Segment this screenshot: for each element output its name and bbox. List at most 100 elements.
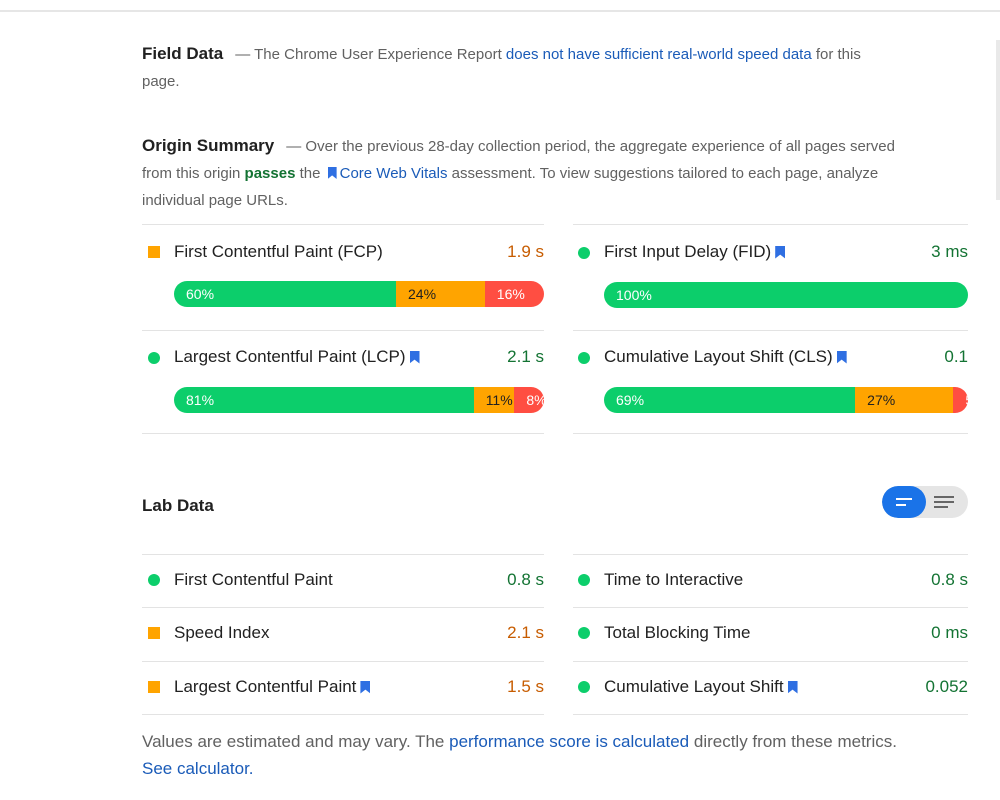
lab-data-title: Lab Data xyxy=(142,496,214,515)
field-data-text: — The Chrome User Experience Report xyxy=(235,46,502,63)
passes-status: passes xyxy=(244,165,296,182)
lab-lcp-label: Largest Contentful Paint xyxy=(174,677,373,697)
lcp-distribution-bar[interactable]: 81% 11% 8% xyxy=(174,387,544,413)
good-circle-icon xyxy=(578,681,590,693)
origin-summary-text-2: the xyxy=(299,165,321,182)
bookmark-icon[interactable] xyxy=(787,680,798,694)
segment-label: 81% xyxy=(186,392,215,408)
segment-label: 11% xyxy=(485,392,513,408)
field-data-section: Field Data — The Chrome User Experience R… xyxy=(142,40,902,95)
metric-label-text: Total Blocking Time xyxy=(604,623,751,642)
lab-cls-value: 0.052 xyxy=(925,677,968,696)
metric-label-text: Largest Contentful Paint (LCP) xyxy=(174,347,406,366)
segment-label: 8% xyxy=(526,392,544,408)
divider xyxy=(142,224,544,225)
lab-lcp-value: 1.5 s xyxy=(507,677,544,696)
good-circle-icon xyxy=(578,627,590,639)
footer-text-2: directly from these metrics. xyxy=(693,732,897,751)
segment-label: 27% xyxy=(867,392,896,408)
metric-label-text: First Input Delay (FID) xyxy=(604,242,772,261)
divider xyxy=(142,330,544,331)
list-view-icon[interactable] xyxy=(926,486,968,518)
metric-cls-value: 0.1 xyxy=(944,347,968,366)
footer-text: Values are estimated and may vary. The xyxy=(142,732,445,751)
lab-cls-label: Cumulative Layout Shift xyxy=(604,677,801,697)
good-segment: 69% xyxy=(604,387,856,413)
origin-summary-text-3: assessment. To view suggestions tailored… xyxy=(142,165,879,209)
good-segment: 100% xyxy=(604,282,968,308)
divider xyxy=(142,607,544,608)
bookmark-icon[interactable] xyxy=(836,350,847,364)
bookmark-icon[interactable] xyxy=(775,245,786,259)
divider xyxy=(142,554,544,555)
good-circle-icon xyxy=(578,247,590,259)
see-calculator-link[interactable]: See calculator. xyxy=(142,759,254,778)
poor-segment: 8% xyxy=(514,387,544,413)
core-web-vitals-link[interactable]: Core Web Vitals xyxy=(339,165,448,182)
poor-segment: 5% xyxy=(953,387,968,413)
origin-summary-section: Origin Summary — Over the previous 28-day… xyxy=(142,132,902,214)
metric-label-text: Cumulative Layout Shift xyxy=(604,677,784,696)
field-data-title: Field Data xyxy=(142,44,224,63)
metric-fid-label: First Input Delay (FID) xyxy=(604,242,788,262)
average-square-icon xyxy=(148,681,160,693)
metric-label-text: Largest Contentful Paint xyxy=(174,677,357,696)
lab-si-label: Speed Index xyxy=(174,623,269,643)
average-square-icon xyxy=(148,246,160,258)
good-circle-icon xyxy=(578,352,590,364)
footer-note: Values are estimated and may vary. The p… xyxy=(142,728,922,782)
lab-tti-value: 0.8 s xyxy=(931,570,968,589)
lab-fcp-value: 0.8 s xyxy=(507,570,544,589)
average-segment: 11% xyxy=(473,387,515,413)
summary-view-icon[interactable] xyxy=(882,486,926,518)
divider xyxy=(573,661,968,662)
metric-lcp-value: 2.1 s xyxy=(507,347,544,366)
bookmark-icon xyxy=(327,167,337,179)
scrollbar-track[interactable] xyxy=(996,40,1000,200)
lab-fcp-label: First Contentful Paint xyxy=(174,570,333,590)
bookmark-icon[interactable] xyxy=(409,350,420,364)
segment-label: 16% xyxy=(496,286,525,302)
view-toggle[interactable] xyxy=(882,486,968,518)
lab-tbt-value: 0 ms xyxy=(931,623,968,642)
origin-summary-title: Origin Summary xyxy=(142,136,275,155)
segment-label: 69% xyxy=(616,392,645,408)
metric-cls-label: Cumulative Layout Shift (CLS) xyxy=(604,347,850,367)
poor-segment: 16% xyxy=(484,281,544,307)
metric-fcp-label: First Contentful Paint (FCP) xyxy=(174,242,383,262)
segment-label: 5% xyxy=(965,392,968,408)
metric-fid-value: 3 ms xyxy=(931,242,968,261)
bookmark-icon[interactable] xyxy=(360,680,371,694)
metric-fcp-value: 1.9 s xyxy=(507,242,544,261)
good-circle-icon xyxy=(578,574,590,586)
fcp-distribution-bar[interactable]: 60% 24% 16% xyxy=(174,281,544,307)
metric-label-text: First Contentful Paint (FCP) xyxy=(174,242,383,261)
performance-score-link[interactable]: performance score is calculated xyxy=(449,732,690,751)
good-circle-icon xyxy=(148,352,160,364)
divider xyxy=(573,714,968,715)
segment-label: 24% xyxy=(408,286,437,302)
good-segment: 81% xyxy=(174,387,474,413)
lab-tbt-label: Total Blocking Time xyxy=(604,623,750,643)
field-data-text-end: for this page. xyxy=(142,46,861,90)
divider xyxy=(573,607,968,608)
average-segment: 24% xyxy=(396,281,485,307)
metric-label-text: Time to Interactive xyxy=(604,570,744,589)
divider xyxy=(573,554,968,555)
good-segment: 60% xyxy=(174,281,396,307)
top-divider xyxy=(0,10,1000,12)
metric-label-text: First Contentful Paint xyxy=(174,570,333,589)
divider xyxy=(142,433,544,434)
good-circle-icon xyxy=(148,574,160,586)
lab-tti-label: Time to Interactive xyxy=(604,570,743,590)
cls-distribution-bar[interactable]: 69% 27% 5% xyxy=(604,387,968,413)
segment-label: 100% xyxy=(616,287,652,303)
metric-lcp-label: Largest Contentful Paint (LCP) xyxy=(174,347,423,367)
insufficient-data-link[interactable]: does not have sufficient real-world spee… xyxy=(505,46,812,63)
divider xyxy=(142,714,544,715)
divider xyxy=(573,330,968,331)
average-square-icon xyxy=(148,627,160,639)
divider xyxy=(573,224,968,225)
lab-si-value: 2.1 s xyxy=(507,623,544,642)
fid-distribution-bar[interactable]: 100% xyxy=(604,282,968,308)
